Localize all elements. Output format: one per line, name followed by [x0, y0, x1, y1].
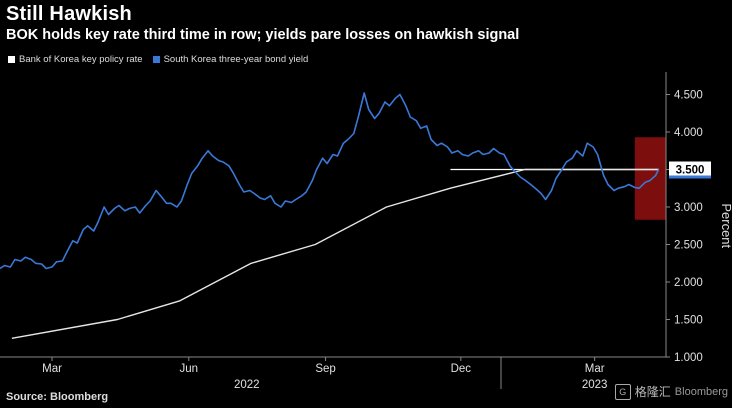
- legend-item-policy-rate: Bank of Korea key policy rate: [8, 54, 143, 65]
- x-tick-label: Sep: [315, 363, 335, 375]
- chart-legend: Bank of Korea key policy rate South Kore…: [8, 54, 308, 65]
- watermark-logo-icon: G: [614, 383, 631, 400]
- y-tick-label: 3.000: [674, 202, 703, 214]
- x-tick-label: Mar: [585, 363, 605, 375]
- watermark-en: Bloomberg: [674, 385, 728, 398]
- x-tick-label: Dec: [451, 363, 472, 375]
- y-tick-label: 1.500: [674, 315, 703, 327]
- y-tick-label: 4.000: [674, 127, 703, 139]
- legend-swatch-bond-yield: [152, 56, 160, 63]
- y-tick-label: 1.000: [674, 352, 703, 364]
- year-label: 2022: [234, 379, 260, 391]
- legend-label-policy-rate: Bank of Korea key policy rate: [19, 54, 143, 65]
- series-line-bond-yield: [0, 92, 660, 270]
- y-tick-label: 4.500: [674, 90, 703, 102]
- y-axis-label: Percent: [719, 203, 732, 248]
- legend-item-bond-yield: South Korea three-year bond yield: [152, 54, 309, 65]
- x-tick-label: Jun: [180, 363, 199, 375]
- current-value-label: 3.500: [676, 165, 705, 177]
- watermark-cn: 格隆汇: [634, 385, 671, 399]
- legend-label-bond-yield: South Korea three-year bond yield: [163, 54, 309, 65]
- x-tick-label: Mar: [42, 363, 62, 375]
- y-tick-label: 2.500: [674, 240, 703, 252]
- current-value-badge: [669, 161, 711, 178]
- current-value-badge-accent: [669, 175, 711, 179]
- source-note: Source: Bloomberg: [6, 391, 109, 403]
- chart-subtitle: BOK holds key rate third time in row; yi…: [6, 27, 520, 43]
- highlight-box: [634, 137, 666, 220]
- chart-title: Still Hawkish: [6, 3, 132, 25]
- legend-swatch-policy-rate: [8, 56, 15, 63]
- y-tick-label: 2.000: [674, 277, 703, 289]
- watermark: G 格隆汇 Bloomberg: [614, 383, 728, 400]
- year-label: 2023: [582, 379, 608, 391]
- series-line-policy-rate: [11, 168, 659, 339]
